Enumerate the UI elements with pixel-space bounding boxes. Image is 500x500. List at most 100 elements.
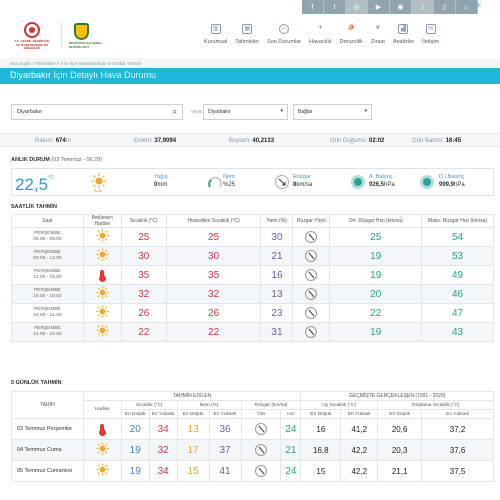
feels-like-cell: 35 bbox=[165, 265, 262, 285]
temp-cell: 30 bbox=[120, 246, 167, 266]
min-temp-cell: 19 bbox=[120, 439, 150, 461]
extreme-max-cell: 42,2 bbox=[340, 439, 379, 461]
district-select[interactable]: Bağlar ▾ bbox=[293, 104, 372, 120]
hour-cell: PERŞEMBE 06.00 - 09.00 bbox=[11, 227, 84, 247]
temp-cell: 26 bbox=[120, 303, 167, 323]
wind-direction-icon bbox=[305, 231, 318, 243]
leaf-icon: ❦ bbox=[375, 25, 381, 31]
wind-speed-cell: 24 bbox=[280, 418, 302, 440]
wind-direction-icon bbox=[254, 423, 267, 435]
weather-icon-cell bbox=[82, 265, 122, 285]
youtube-icon[interactable]: ▶ bbox=[368, 0, 390, 14]
nav-kurumsal[interactable]: ▥ Kurumsal bbox=[204, 24, 228, 45]
extreme-min-cell: 15 bbox=[300, 460, 342, 482]
top-bar: f t ◎ ▶ ◉ ♪ ▯ ☺ EN | GK bbox=[0, 0, 500, 14]
avg-max-cell: 37,5 bbox=[421, 460, 494, 482]
date-cell: 05 Temmuz Cumartesi bbox=[11, 460, 84, 482]
hour-cell: PERŞEMBE 15.00 - 18.00 bbox=[11, 284, 84, 304]
microphone-icon[interactable]: ♪ bbox=[412, 0, 434, 14]
province-select[interactable]: Diyarbakır ▾ bbox=[203, 104, 288, 120]
table-subheader: En Düşük En Yüksek En Düşük En Yüksek Yö… bbox=[12, 409, 494, 419]
page-title-city: Diyarbakır bbox=[10, 70, 52, 80]
logo-divider bbox=[61, 22, 62, 48]
breadcrumb[interactable]: Ana Sayfa > Tahminler > İl ve İlçe Merke… bbox=[0, 58, 500, 68]
extreme-max-cell: 41,2 bbox=[340, 418, 379, 440]
nav-analizler[interactable]: ▟ Analizler bbox=[392, 24, 415, 45]
table-row: PERŞEMBE 15.00 - 18.00 32 32 13 20 46 bbox=[11, 284, 494, 304]
nav-iletisim[interactable]: ✉ İletişim bbox=[422, 24, 440, 45]
sunset: Gün Batımı: 16:45 bbox=[412, 138, 462, 144]
wind-speed-cell: 21 bbox=[280, 439, 302, 461]
instagram-icon[interactable]: ◎ bbox=[346, 0, 368, 14]
max-humidity-cell: 36 bbox=[208, 418, 242, 440]
min-temp-cell: 20 bbox=[120, 418, 150, 440]
wind-direction-icon bbox=[254, 465, 267, 477]
logos: T.C. ÇEVRE, ŞEHİRCİLİK VE İKLİM DEĞİŞİKL… bbox=[14, 22, 104, 50]
extreme-min-cell: 16,8 bbox=[300, 439, 342, 461]
plane-icon: ✈ bbox=[317, 25, 323, 31]
avg-max-cell: 37,6 bbox=[421, 439, 494, 461]
calendar-icon: ▦ bbox=[242, 24, 253, 34]
mobile-icon[interactable]: ▯ bbox=[434, 0, 456, 14]
language-switch: EN | GK bbox=[463, 3, 482, 9]
hour-cell: PERŞEMBE 21.00 - 24.00 bbox=[11, 322, 84, 342]
wind-direction-cell bbox=[292, 246, 331, 266]
thermometer-icon bbox=[98, 269, 106, 282]
max-temp-cell: 34 bbox=[148, 418, 178, 440]
rss-icon[interactable]: ◉ bbox=[390, 0, 412, 14]
sun-icon bbox=[96, 305, 109, 318]
wind-direction-icon bbox=[275, 175, 289, 189]
max-wind-cell: 47 bbox=[421, 303, 494, 323]
mgm-logo[interactable] bbox=[74, 23, 89, 40]
table-row: 04 Temmuz Cuma 19 32 17 37 21 16,8 42,2 20,3 37,6 bbox=[11, 439, 494, 461]
avg-wind-cell: 22 bbox=[329, 303, 423, 323]
nav-denizcilik[interactable]: ⛵ Denizcilik bbox=[339, 25, 363, 45]
date-cell: 03 Temmuz Perşembe bbox=[11, 418, 84, 440]
avg-min-cell: 20,6 bbox=[377, 418, 423, 440]
sunrise: Gün Doğumu: 02:02 bbox=[330, 138, 385, 144]
feels-like-cell: 32 bbox=[165, 284, 262, 304]
max-temp-cell: 32 bbox=[148, 439, 178, 461]
weather-icon-cell bbox=[82, 246, 122, 266]
nav-son-durumlar[interactable]: ✓ Son Durumlar bbox=[267, 24, 302, 45]
wind-direction-icon bbox=[305, 288, 318, 300]
accessibility-icon[interactable]: ☺ bbox=[456, 0, 478, 14]
facebook-icon[interactable]: f bbox=[302, 0, 324, 14]
search-input[interactable]: Diyarbakır ⌕ bbox=[11, 104, 183, 120]
max-wind-cell: 54 bbox=[421, 227, 494, 247]
sun-icon bbox=[96, 229, 109, 242]
weather-icon-cell bbox=[82, 303, 122, 323]
humidity: Nem %25 bbox=[223, 174, 236, 188]
max-humidity-cell: 41 bbox=[208, 460, 242, 482]
page-title-rest: İçin Detaylı Hava Durumu bbox=[51, 70, 157, 80]
weather-icon-cell bbox=[82, 439, 122, 461]
daily-heading: 5 GÜNLÜK TAHMİN bbox=[11, 380, 62, 386]
search-row: Diyarbakır ⌕ veya Diyarbakır ▾ Bağlar ▾ bbox=[11, 104, 491, 120]
max-wind-cell: 46 bbox=[421, 284, 494, 304]
latitude: Enlem: 37,9094 bbox=[134, 138, 177, 144]
ministry-logo[interactable] bbox=[24, 22, 40, 38]
table-row: PERŞEMBE 18.00 - 21.00 26 26 23 22 47 bbox=[11, 303, 494, 323]
lang-gk-link[interactable]: GK bbox=[474, 3, 482, 9]
avg-wind-cell: 25 bbox=[329, 227, 423, 247]
wind-direction-icon bbox=[305, 250, 318, 262]
nav-havacilik[interactable]: ✈ Havacılık bbox=[309, 25, 332, 45]
pressure-icon bbox=[351, 175, 365, 189]
sun-icon bbox=[96, 248, 109, 261]
condition-label: Açık bbox=[94, 188, 102, 193]
humidity-cell: 23 bbox=[260, 303, 294, 323]
search-icon[interactable]: ⌕ bbox=[172, 107, 177, 116]
table-header: Saat Beklenen Hadise Sıcaklık (°C) Hisse… bbox=[11, 214, 494, 228]
twitter-icon[interactable]: t bbox=[324, 0, 346, 14]
chevron-down-icon: ▾ bbox=[364, 108, 367, 114]
nav-ziraat[interactable]: ❦ Ziraat bbox=[370, 25, 385, 45]
wind-direction-cell bbox=[292, 265, 331, 285]
sun-icon bbox=[96, 463, 109, 476]
nav-tahminler[interactable]: ▦ Tahminler bbox=[235, 24, 260, 45]
current-conditions: 22,5°C Açık Yağış 0mm Nem %25 Rüzgar 8km/sa… bbox=[11, 168, 494, 196]
weather-icon-cell bbox=[82, 460, 122, 482]
longitude: Boylam: 40,2133 bbox=[229, 138, 275, 144]
lang-en-link[interactable]: EN bbox=[463, 3, 470, 9]
min-humidity-cell: 15 bbox=[176, 460, 210, 482]
sun-icon bbox=[91, 173, 107, 189]
